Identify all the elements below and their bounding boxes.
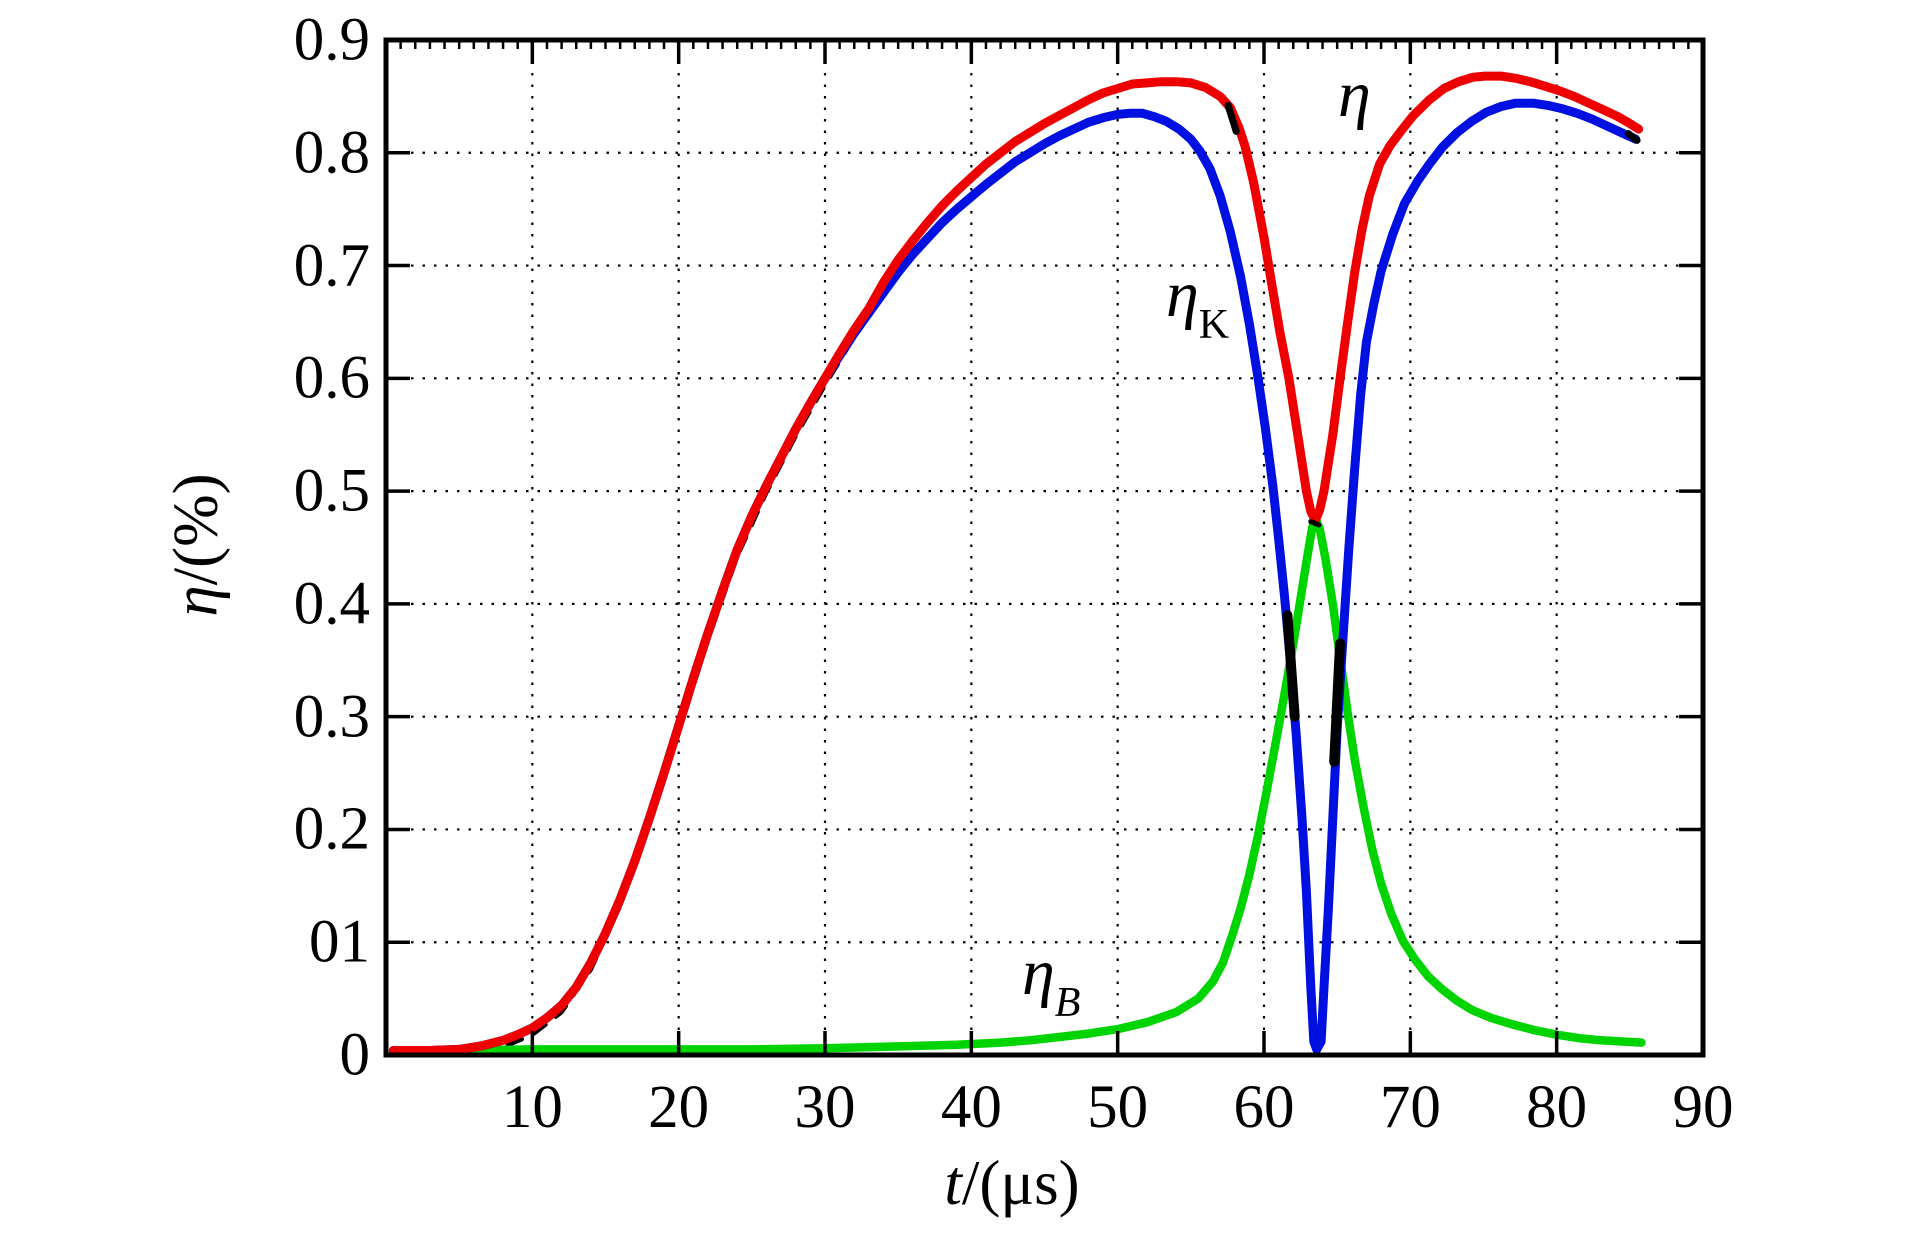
eta-curve-label: η [1338,62,1371,128]
y-tick-label: 0.3 [293,683,370,751]
x-tick-label: 30 [794,1074,856,1141]
eta-curve-label-text: η [1338,58,1371,131]
eta_K-curve [388,98,1641,1055]
eta-k-curve-label: ηK [1166,262,1230,348]
y-tick-label: 0.6 [293,344,370,412]
x-tick-label: 70 [1379,1074,1441,1141]
eta-curve [388,71,1644,1055]
x-axis-title-units: /(μs) [961,1148,1080,1218]
y-tick-label: 0 [339,1021,371,1089]
y-tick-label: 0.8 [293,119,370,187]
eta-b-curve-label: ηB [1022,940,1081,1026]
y-axis-title-units: /(%) [160,473,231,586]
eta-b-curve-label-base: η [1022,936,1055,1009]
y-tick-label: 0.4 [293,570,370,638]
y-tick-label: 0.9 [293,6,370,74]
x-tick-label: 20 [648,1074,710,1141]
x-tick-label: 50 [1087,1074,1149,1141]
y-tick-label: 0.2 [293,795,370,863]
dash-red-gap [1224,101,1240,135]
x-tick-label: 40 [940,1074,1002,1141]
eta_B-curve [396,513,1646,1055]
dash-notch-right [1329,638,1346,767]
y-tick-label: 01 [309,908,370,976]
x-tick-label: 80 [1526,1074,1588,1141]
y-tick-label: 0.7 [293,232,370,300]
eta-k-curve-label-base: η [1166,258,1199,331]
eta-k-curve-label-subscript: K [1198,302,1230,348]
dash-blue-tail-tip [1624,130,1641,144]
x-axis-title-variable: t [944,1148,962,1218]
x-tick-label: 10 [501,1074,563,1141]
dash-notch-left [1282,610,1300,722]
dashed-under-rise [478,334,857,1055]
dash-green-apex [1308,519,1322,528]
eta-b-curve-label-subscript: B [1054,980,1081,1026]
x-tick-label: 60 [1233,1074,1295,1141]
y-tick-label: 0.5 [293,457,370,525]
y-axis-title-variable: η [160,585,231,617]
y-axis-title: η/(%) [161,473,231,616]
axes-box [383,37,1706,1058]
x-axis-title: t/(μs) [944,1152,1079,1215]
x-tick-label: 90 [1672,1074,1734,1141]
